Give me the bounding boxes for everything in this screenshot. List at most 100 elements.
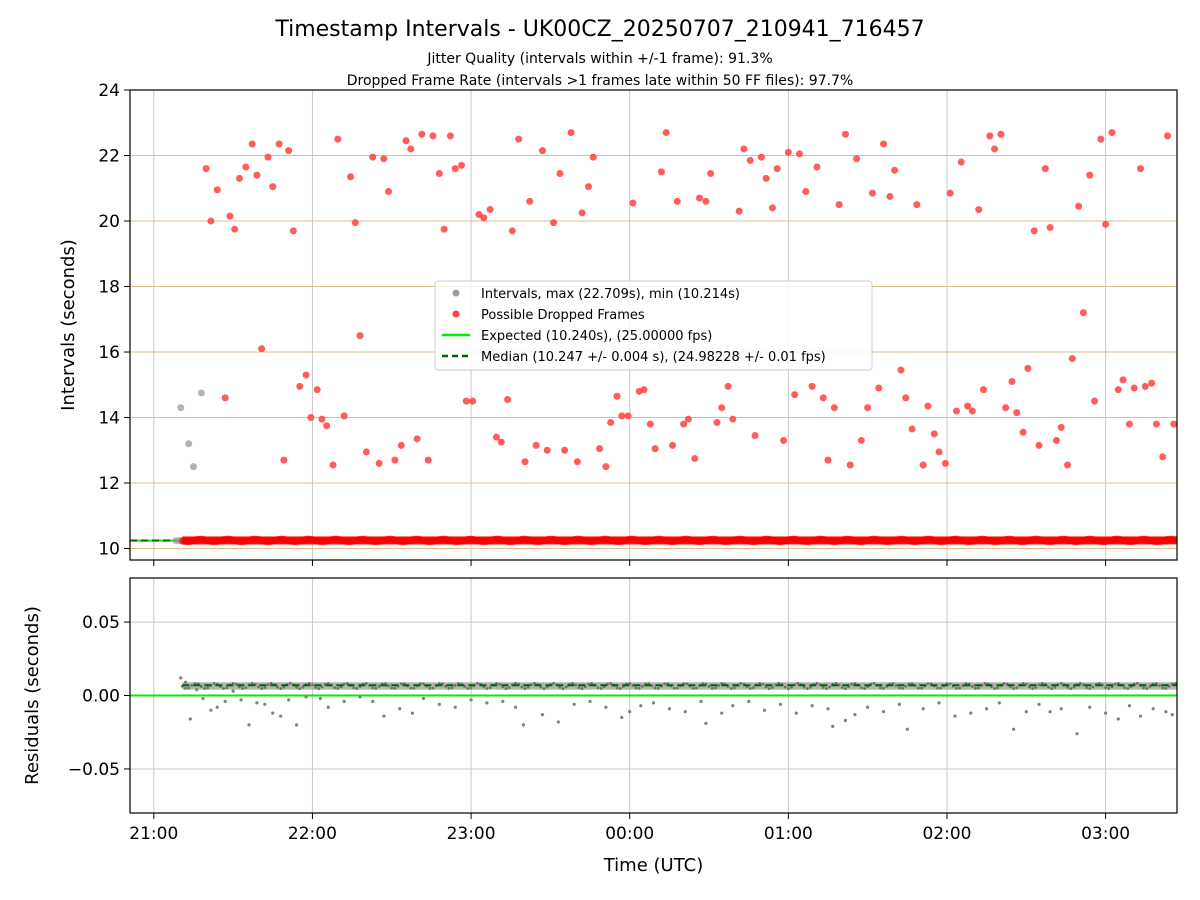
- ytick-label: 0.05: [82, 613, 120, 633]
- residual-point: [675, 686, 679, 690]
- ytick-label: 0.00: [82, 687, 120, 707]
- dropped-frame-point: [578, 209, 586, 217]
- residual-point: [529, 683, 533, 687]
- dropped-frame-point: [629, 199, 637, 207]
- dropped-frame-point: [684, 415, 692, 423]
- residual-point: [729, 687, 733, 690]
- dropped-frame-point: [424, 456, 432, 464]
- dropped-frame-point: [296, 382, 304, 390]
- residual-point: [257, 685, 260, 689]
- residual-point: [244, 686, 248, 690]
- residual-point: [699, 699, 703, 703]
- residual-point: [1082, 683, 1085, 687]
- ytick-label: 12: [98, 474, 120, 494]
- residual-point: [1040, 681, 1044, 685]
- residual-point: [618, 687, 622, 690]
- xtick-label: 02:00: [922, 824, 971, 844]
- dropped-frame-point: [868, 189, 876, 197]
- dropped-frame-point: [504, 396, 512, 404]
- residual-point: [179, 676, 183, 680]
- residual-point: [720, 682, 724, 685]
- dropped-frame-point: [1172, 536, 1177, 544]
- residual-point: [831, 724, 835, 728]
- residual-point: [371, 686, 375, 690]
- residual-point: [1024, 682, 1028, 686]
- residual-point: [450, 686, 454, 690]
- dropped-frame-point: [589, 153, 597, 161]
- residual-point: [1104, 686, 1108, 690]
- dropped-frame-point: [602, 463, 610, 471]
- dropped-frame-point: [407, 145, 415, 153]
- dropped-frame-point: [1176, 216, 1177, 220]
- residual-point: [301, 685, 305, 689]
- residual-point: [393, 686, 397, 690]
- residual-point: [844, 687, 847, 690]
- residual-point: [821, 686, 825, 689]
- residual-point: [314, 686, 318, 689]
- residual-point: [574, 683, 578, 687]
- residual-point: [539, 685, 543, 689]
- residual-point: [428, 686, 432, 690]
- dropped-frame-point: [791, 391, 799, 399]
- dropped-frame-point: [691, 454, 699, 462]
- residual-point: [421, 696, 426, 701]
- residual-point: [317, 687, 321, 690]
- dropped-frame-point: [1086, 171, 1094, 179]
- residual-point: [294, 723, 299, 727]
- dropped-frame-point: [1148, 379, 1156, 387]
- dropped-frame-point: [780, 436, 788, 444]
- residual-point: [520, 685, 524, 689]
- dropped-frame-point: [624, 412, 632, 420]
- dropped-frame-point: [556, 170, 564, 178]
- residual-point: [255, 701, 259, 705]
- residual-point: [809, 685, 812, 689]
- residual-point: [501, 699, 505, 703]
- plot-area: [130, 129, 1177, 546]
- residual-point: [1085, 686, 1088, 689]
- residual-point: [894, 684, 898, 687]
- residual-point: [231, 689, 235, 693]
- residual-point: [713, 686, 717, 690]
- dropped-frame-point: [824, 456, 832, 464]
- residual-point: [504, 687, 508, 690]
- residual-point: [810, 704, 814, 708]
- dropped-frame-point: [418, 130, 426, 138]
- y-axis-label: Intervals (seconds): [58, 239, 79, 411]
- residual-point: [1066, 685, 1069, 689]
- residual-point: [542, 687, 546, 690]
- dropped-frame-point: [313, 386, 321, 394]
- dropped-frame-point: [979, 386, 987, 394]
- residual-point: [507, 686, 511, 689]
- dropped-frame-point: [935, 448, 943, 456]
- residual-point: [1154, 682, 1158, 685]
- dropped-frame-point: [567, 129, 575, 137]
- dropped-frame-point: [1075, 202, 1083, 210]
- dropped-frame-point: [347, 173, 355, 181]
- ytick-label: 18: [98, 278, 120, 298]
- dropped-frame-point: [673, 197, 681, 205]
- dropped-frame-point: [440, 225, 448, 233]
- chart-subtitle-1: Jitter Quality (intervals within +/-1 fr…: [426, 51, 772, 67]
- residual-point: [964, 682, 968, 685]
- residual-point: [1059, 681, 1063, 685]
- residual-point: [561, 687, 565, 690]
- dropped-frame-point: [997, 130, 1005, 138]
- dropped-frame-point: [891, 166, 899, 174]
- dropped-frame-point: [429, 132, 437, 140]
- dropped-frame-point: [269, 183, 277, 191]
- dropped-frame-point: [242, 163, 250, 171]
- xtick-label: 21:00: [129, 824, 178, 844]
- dropped-frame-point: [957, 158, 965, 166]
- dropped-frame-point: [380, 155, 388, 163]
- residual-point: [188, 717, 192, 721]
- residual-point: [558, 686, 562, 689]
- dropped-frame-point: [480, 214, 488, 222]
- xtick-label: 03:00: [1081, 824, 1130, 844]
- dropped-frame-point: [986, 132, 994, 140]
- dropped-frame-point: [724, 382, 732, 390]
- residual-point: [840, 686, 844, 690]
- dropped-frame-point: [1024, 364, 1032, 372]
- dropped-frame-point: [735, 207, 743, 215]
- residual-point: [295, 685, 298, 689]
- residual-point: [241, 687, 245, 690]
